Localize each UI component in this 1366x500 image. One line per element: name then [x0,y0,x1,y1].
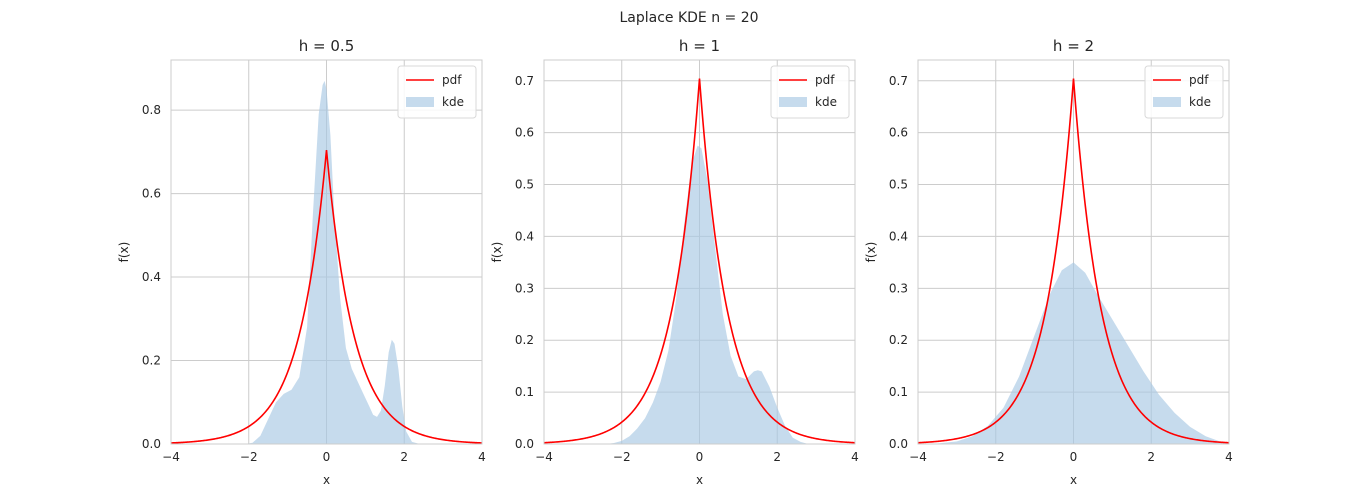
kde-area [171,80,482,445]
x-tick-label: 4 [478,450,486,464]
x-tick-label: 0 [1070,450,1078,464]
subplot-title: h = 0.5 [299,37,354,55]
legend-kde-label: kde [442,95,464,109]
subplot-title: h = 2 [1053,37,1094,55]
kde-area [918,262,1229,444]
legend-pdf-label: pdf [815,73,835,87]
y-tick-label: 0.8 [142,103,161,117]
y-axis-label: f(x) [490,242,504,263]
y-axis-label: f(x) [864,242,878,263]
y-tick-label: 0.6 [515,126,534,140]
y-tick-label: 0.0 [142,437,161,451]
x-tick-label: −4 [909,450,927,464]
legend: pdf kde [1144,65,1224,119]
legend-kde-swatch [406,97,434,107]
y-tick-label: 0.5 [515,178,534,192]
y-tick-label: 0.2 [889,333,908,347]
legend-pdf-label: pdf [442,73,462,87]
legend-box [770,65,850,119]
y-tick-label: 0.4 [889,229,908,243]
x-tick-label: −4 [162,450,180,464]
x-tick-label: 0 [696,450,704,464]
x-axis-label: x [696,473,703,487]
subplots: −4 −2 0 2 4 0.0 0.2 0.4 0.6 0.8 h = 0.5 x f(x) pdf kde… [117,37,1233,487]
y-tick-label: 0.3 [515,281,534,295]
x-tick-label: 2 [1147,450,1155,464]
legend-box [397,65,477,119]
legend-kde-swatch [779,97,807,107]
x-axis-label: x [1070,473,1077,487]
x-tick-label: −2 [240,450,258,464]
subplot-2: −4 −2 0 2 4 0.0 0.1 0.2 0.3 0.4 0.5 0.6 0.7 h = 1 x f(x… [490,37,859,487]
y-tick-label: 0.4 [515,229,534,243]
kde-area [544,145,855,444]
y-tick-label: 0.5 [889,178,908,192]
y-tick-label: 0.0 [889,437,908,451]
x-tick-label: 2 [400,450,408,464]
x-tick-label: −2 [613,450,631,464]
subplot-1: −4 −2 0 2 4 0.0 0.2 0.4 0.6 0.8 h = 0.5 x f(x) pdf kde [117,37,486,487]
x-tick-label: 4 [851,450,859,464]
axes-frame [917,59,1230,445]
axes-frame [170,59,483,445]
x-axis-label: x [323,473,330,487]
x-tick-label: 0 [323,450,331,464]
y-tick-label: 0.0 [515,437,534,451]
legend-pdf-label: pdf [1189,73,1209,87]
x-tick-label: 4 [1225,450,1233,464]
y-tick-label: 0.1 [889,385,908,399]
subplot-title: h = 1 [679,37,720,55]
legend: pdf kde [770,65,850,119]
figure-suptitle: Laplace KDE n = 20 [619,10,758,26]
y-tick-label: 0.2 [142,354,161,368]
legend-kde-swatch [1153,97,1181,107]
y-tick-label: 0.7 [515,74,534,88]
y-tick-label: 0.7 [889,74,908,88]
y-tick-label: 0.3 [889,281,908,295]
pdf-line [917,78,1230,444]
x-tick-label: −2 [987,450,1005,464]
y-tick-label: 0.6 [142,187,161,201]
y-tick-label: 0.4 [142,270,161,284]
y-tick-label: 0.1 [515,385,534,399]
axes-frame [543,59,856,445]
y-tick-label: 0.2 [515,333,534,347]
subplot-3: −4 −2 0 2 4 0.0 0.1 0.2 0.3 0.4 0.5 0.6 0.7 h = 2 x f(x… [864,37,1233,487]
legend-kde-label: kde [1189,95,1211,109]
y-axis-label: f(x) [117,242,131,263]
legend-kde-label: kde [815,95,837,109]
legend: pdf kde [397,65,477,119]
legend-box [1144,65,1224,119]
x-tick-label: 2 [773,450,781,464]
pdf-line [543,78,856,444]
y-tick-label: 0.6 [889,126,908,140]
x-tick-label: −4 [535,450,553,464]
pdf-line [170,149,483,444]
